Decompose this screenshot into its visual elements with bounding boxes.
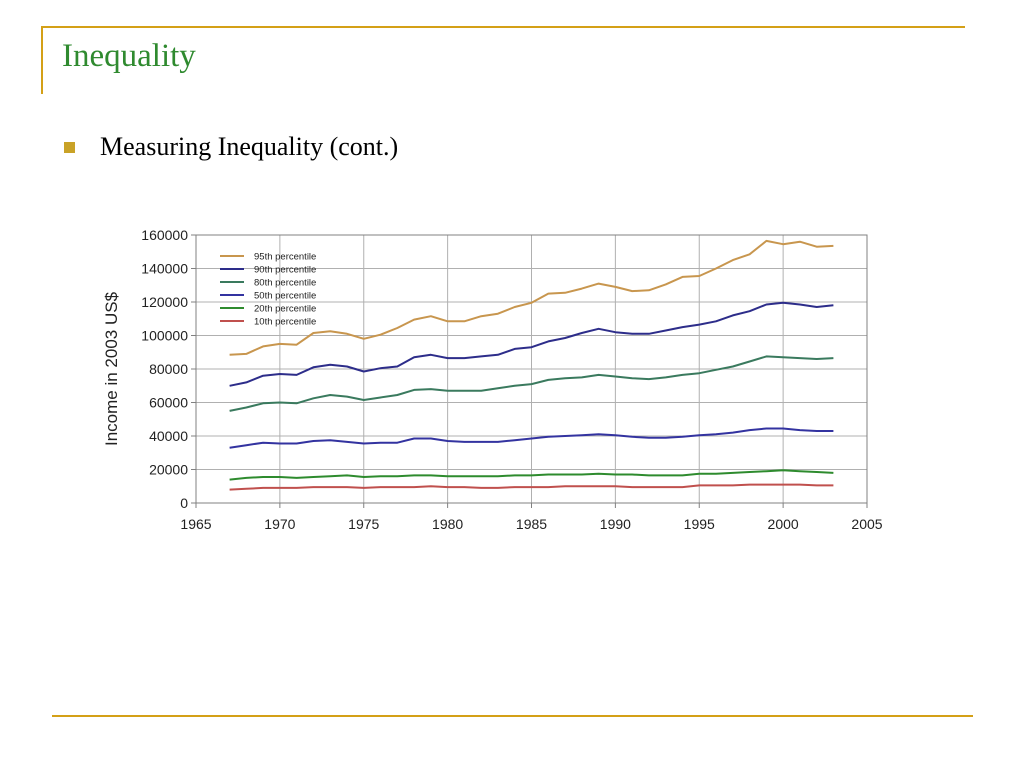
y-tick-label: 80000: [149, 361, 188, 377]
series-line: [229, 301, 834, 387]
legend-entry: 95th percentile: [254, 252, 316, 263]
series-line: [229, 483, 834, 491]
y-tick-label: 0: [180, 495, 188, 511]
footer-rule: [52, 715, 973, 717]
y-tick-label: 20000: [149, 462, 188, 478]
y-tick-label: 100000: [141, 328, 188, 344]
x-tick-label: 2005: [851, 516, 882, 532]
x-tick-label: 1990: [600, 516, 631, 532]
y-tick-label: 60000: [149, 395, 188, 411]
legend-entry: 10th percentile: [254, 317, 316, 328]
x-tick-label: 1985: [516, 516, 547, 532]
x-tick-label: 1975: [348, 516, 379, 532]
y-axis-label: Income in 2003 US$: [102, 291, 121, 446]
y-axis-ticks: 0 20000 40000 60000 80000 100000 120000 140000 1…: [141, 227, 196, 511]
bullet-text: Measuring Inequality (cont.): [100, 132, 399, 161]
series-line: [229, 427, 834, 449]
legend-entry: 80th percentile: [254, 278, 316, 289]
legend-entry: 50th percentile: [254, 291, 316, 302]
x-tick-label: 1995: [684, 516, 715, 532]
x-tick-label: 1970: [264, 516, 295, 532]
y-tick-label: 140000: [141, 261, 188, 277]
series-line: [229, 239, 834, 356]
series-line: [229, 469, 834, 481]
y-tick-label: 160000: [141, 227, 188, 243]
income-percentile-line-chart: 1965 1970 1975 1980 1985 1990 1995 2000 2005 0 20…: [102, 227, 883, 532]
title-side-rule: [41, 26, 43, 94]
series-line: [229, 355, 834, 412]
chart-series-group: [229, 239, 834, 491]
x-tick-label: 2000: [768, 516, 799, 532]
y-tick-label: 120000: [141, 294, 188, 310]
slide-title: Inequality: [62, 38, 196, 74]
x-tick-label: 1965: [180, 516, 211, 532]
legend-entry: 90th percentile: [254, 265, 316, 276]
y-tick-label: 40000: [149, 428, 188, 444]
x-axis-ticks: 1965 1970 1975 1980 1985 1990 1995 2000 2005: [180, 503, 883, 532]
legend-entry: 20th percentile: [254, 304, 316, 315]
title-top-rule: [41, 26, 965, 28]
bullet-square-icon: [64, 142, 75, 153]
chart-legend: 95th percentile 90th percentile 80th perce…: [220, 252, 316, 328]
x-tick-label: 1980: [432, 516, 463, 532]
